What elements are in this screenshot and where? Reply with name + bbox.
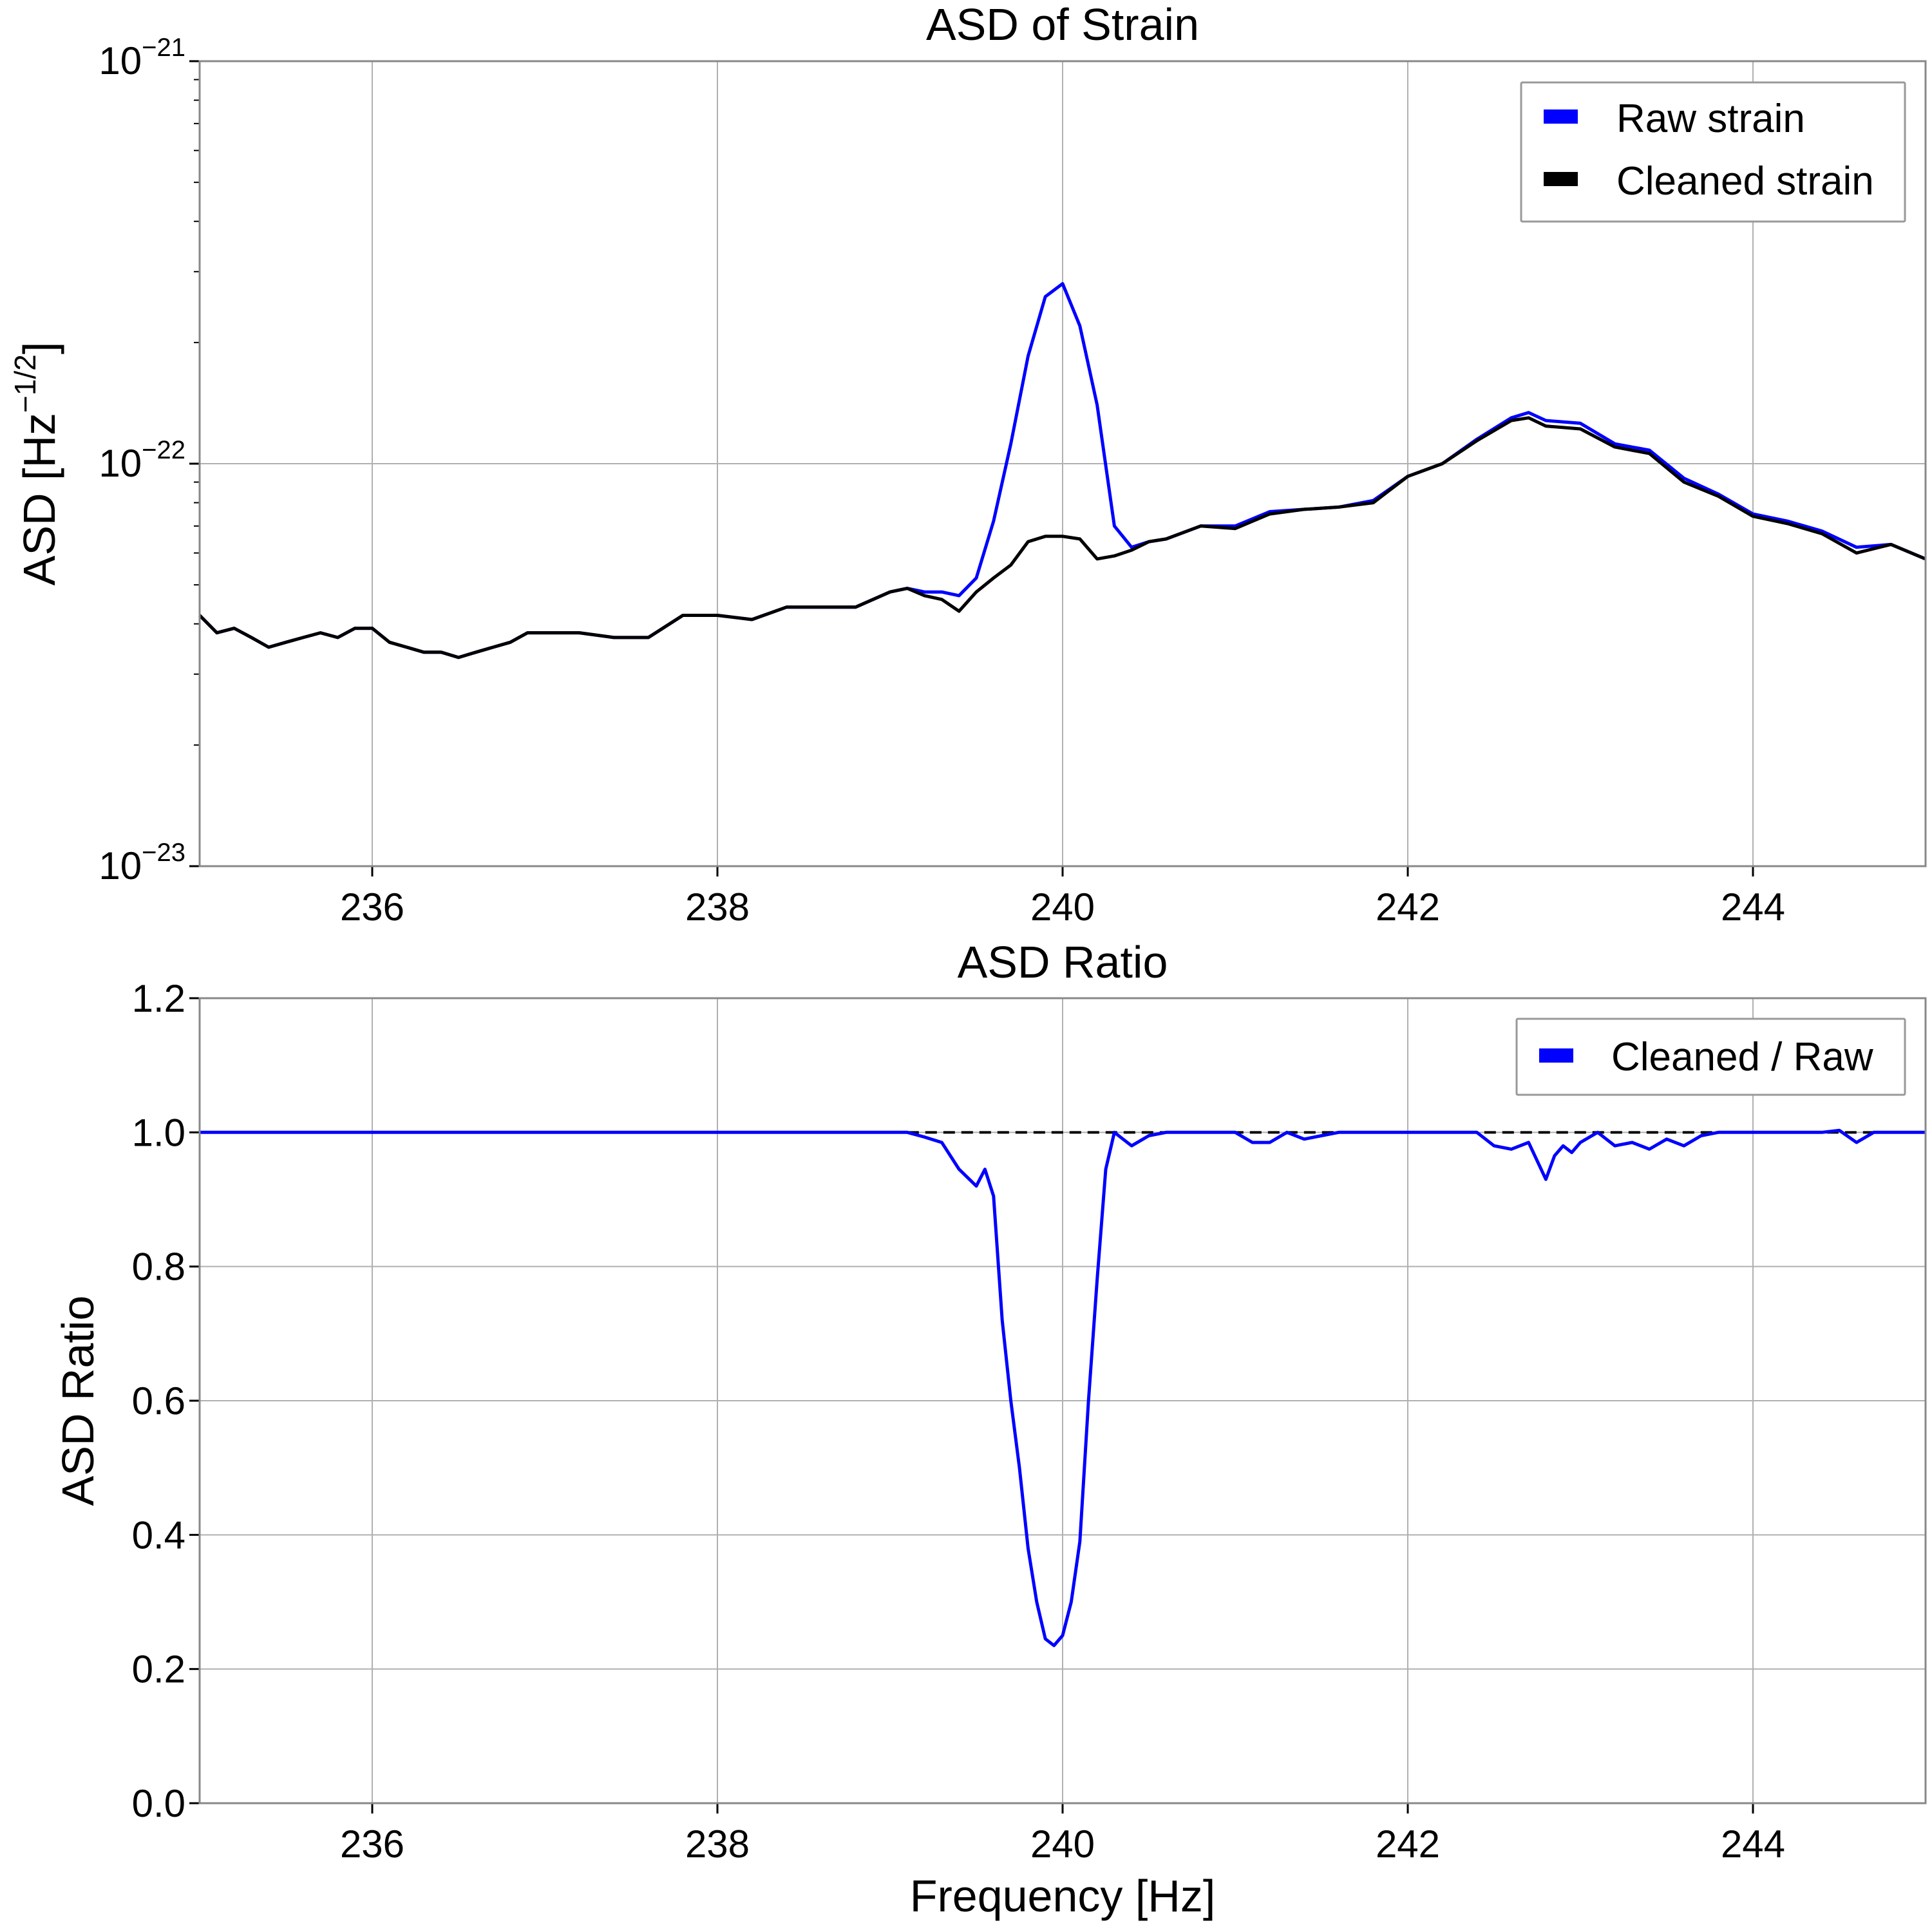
- ratio-x-axis-label: Frequency [Hz]: [910, 1871, 1216, 1921]
- y-tick-label: 0.0: [132, 1782, 185, 1825]
- ratio-legend-label: Cleaned / Raw: [1611, 1035, 1873, 1079]
- y-tick-label: 1.0: [132, 1111, 185, 1154]
- x-tick-label: 236: [340, 886, 404, 929]
- x-tick-label: 240: [1030, 886, 1095, 929]
- y-tick-label: 1.2: [132, 977, 185, 1020]
- ratio-series: [200, 1128, 1926, 1647]
- x-tick-label: 240: [1030, 1823, 1095, 1866]
- y-tick-label: 0.8: [132, 1245, 185, 1289]
- strain-series: [198, 282, 1926, 659]
- cleaned-strain-legend-label: Cleaned strain: [1616, 159, 1874, 204]
- strain-plot-frame: [198, 60, 1927, 867]
- strain-legend: Raw strain Cleaned strain: [1520, 81, 1906, 223]
- strain-title: ASD of Strain: [926, 0, 1199, 50]
- y-tick-label: 0.6: [132, 1379, 185, 1423]
- x-tick-label: 238: [685, 1823, 750, 1866]
- y-tick-label: 10−23: [99, 838, 185, 887]
- x-tick-label: 244: [1721, 886, 1785, 929]
- x-tick-label: 242: [1376, 886, 1440, 929]
- cleaned-strain-legend-swatch: [1544, 172, 1578, 186]
- x-tick-label: 236: [340, 1823, 404, 1866]
- series-line: [198, 416, 1926, 659]
- series-line: [200, 1128, 1926, 1647]
- y-tick-label: 0.2: [132, 1648, 185, 1691]
- ratio-y-axis-label: ASD Ratio: [53, 1296, 103, 1506]
- ratio-legend-frame: [1515, 1018, 1906, 1096]
- ratio-legend-swatch: [1539, 1048, 1573, 1063]
- y-tick-label: 0.4: [132, 1513, 185, 1557]
- raw-strain-legend-swatch: [1544, 109, 1578, 124]
- ratio-title: ASD Ratio: [958, 937, 1168, 987]
- ratio-legend: Cleaned / Raw: [1515, 1018, 1906, 1096]
- ratio-panel: ASD Ratio 0.0 0.2 0.4 0.6 0.8 1.0 1.2 236 238 24…: [53, 937, 1927, 1921]
- ratio-plot-frame: [198, 997, 1927, 1804]
- x-tick-label: 242: [1376, 1823, 1440, 1866]
- ratio-x-ticks: 236 238 240 242 244: [340, 1803, 1785, 1866]
- x-tick-label: 244: [1721, 1823, 1785, 1866]
- strain-x-ticks: 236 238 240 242 244: [340, 866, 1785, 929]
- raw-strain-legend-label: Raw strain: [1616, 97, 1805, 141]
- strain-legend-frame: [1520, 81, 1906, 223]
- y-tick-label: 10−22: [99, 436, 185, 485]
- strain-y-axis-label: ASD [Hz−1/2]: [8, 342, 64, 586]
- x-tick-label: 238: [685, 886, 750, 929]
- strain-y-ticks: 10−23 10−22 10−21: [99, 33, 200, 887]
- y-tick-label: 10−21: [99, 33, 185, 82]
- ratio-y-ticks: 0.0 0.2 0.4 0.6 0.8 1.0 1.2: [132, 977, 200, 1825]
